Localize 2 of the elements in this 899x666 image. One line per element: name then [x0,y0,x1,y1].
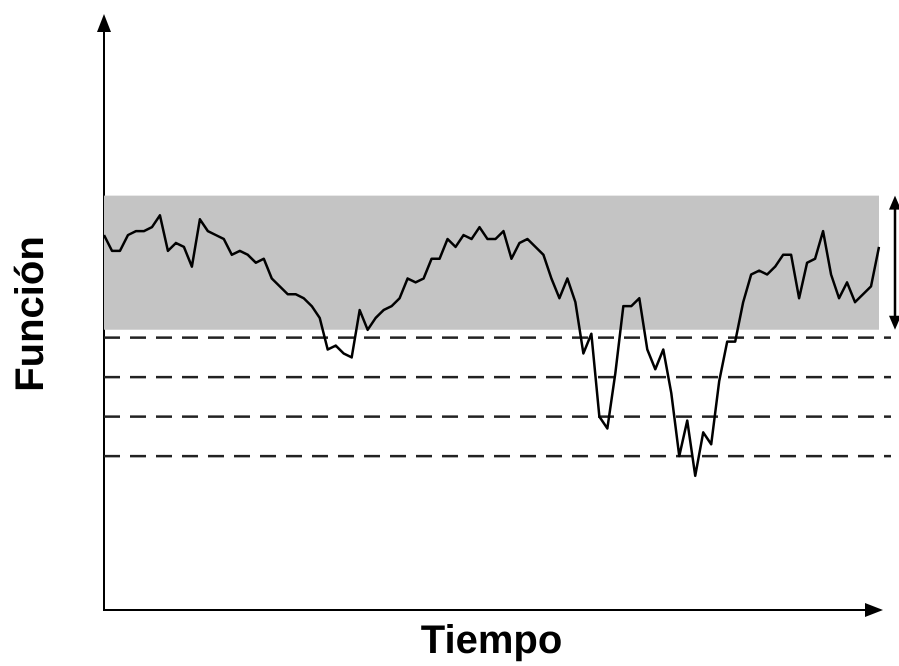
x-axis-title: Tiempo [420,618,562,662]
y-axis-title: Función [8,236,52,392]
